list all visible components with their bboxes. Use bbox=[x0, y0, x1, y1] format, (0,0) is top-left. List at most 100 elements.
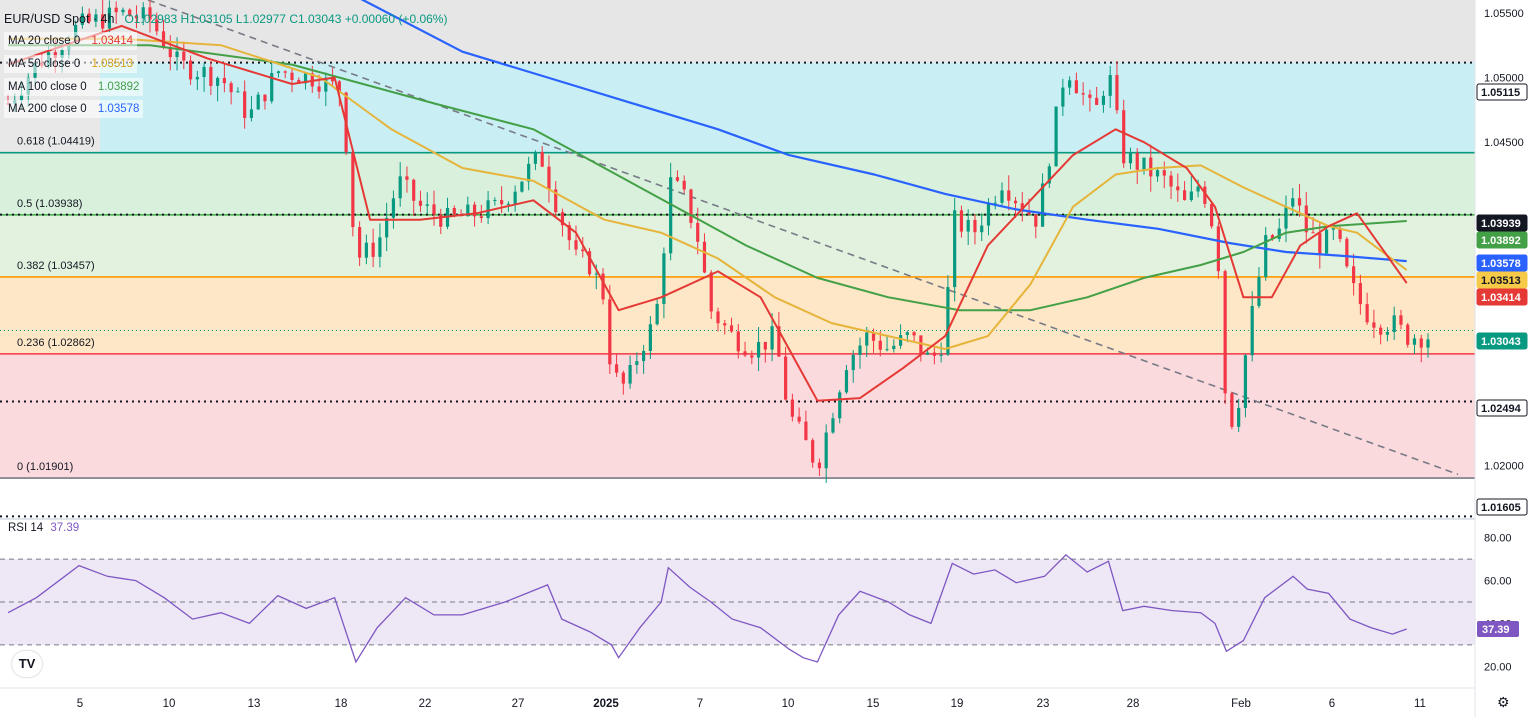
candle-body bbox=[1385, 331, 1390, 335]
rsi-legend[interactable]: RSI 14 37.39 bbox=[8, 522, 79, 534]
symbol-title[interactable]: EUR/USD Spot · 4h bbox=[4, 12, 115, 26]
y-tick-label: 1.05000 bbox=[1484, 73, 1524, 85]
candle-body bbox=[1122, 110, 1126, 164]
gear-icon[interactable]: ⚙ bbox=[1497, 694, 1510, 710]
low-value: L1.02977 bbox=[235, 12, 286, 26]
x-tick-label: 10 bbox=[163, 698, 176, 710]
candle-body bbox=[439, 214, 443, 227]
candle-body bbox=[195, 76, 199, 80]
ma200-legend[interactable]: MA 200 close 0 1.03578 bbox=[4, 100, 144, 118]
candle-body bbox=[1338, 228, 1342, 239]
candle-body bbox=[229, 83, 233, 93]
candle-body bbox=[1088, 94, 1092, 98]
candle-body bbox=[283, 71, 287, 73]
candle-body bbox=[1047, 166, 1051, 184]
candle-body bbox=[425, 204, 429, 206]
ohlc-values: O1.02983 H1.03105 L1.02977 C1.03043 +0.0… bbox=[124, 12, 447, 26]
candle-body bbox=[1020, 203, 1024, 212]
price-tag-label: 1.02494 bbox=[1481, 403, 1522, 415]
ma100-legend[interactable]: MA 100 close 0 1.03892 bbox=[4, 78, 144, 96]
candle-body bbox=[472, 204, 477, 217]
candle-body bbox=[628, 365, 632, 384]
candle-body bbox=[500, 200, 504, 205]
candle-body bbox=[148, 7, 152, 20]
x-tick-label: 10 bbox=[782, 698, 795, 710]
candle-body bbox=[932, 352, 936, 356]
ma20-legend[interactable]: MA 20 close 0 1.03414 bbox=[4, 32, 138, 50]
candle-body bbox=[418, 200, 423, 206]
candle-body bbox=[1135, 152, 1139, 170]
candle-body bbox=[621, 372, 625, 384]
fib-zone-1 bbox=[0, 214, 1475, 277]
candle-body bbox=[256, 94, 260, 110]
candle-body bbox=[567, 225, 571, 241]
candle-body bbox=[892, 345, 896, 350]
candle-body bbox=[493, 200, 497, 202]
candle-body bbox=[986, 203, 991, 226]
ma50-label: MA 50 close 0 bbox=[8, 58, 81, 70]
x-tick-label: 19 bbox=[951, 698, 964, 710]
candle-body bbox=[662, 253, 666, 304]
candle-body bbox=[1318, 233, 1322, 254]
ma50-legend[interactable]: MA 50 close 0 1.03513 bbox=[4, 55, 138, 73]
candle-body bbox=[249, 109, 254, 118]
price-tag-bg bbox=[1476, 399, 1528, 417]
candle-body bbox=[412, 179, 416, 201]
candle-body bbox=[1027, 211, 1031, 215]
candle-body bbox=[926, 352, 930, 355]
price-tag-bg bbox=[1476, 254, 1528, 272]
candle-body bbox=[405, 176, 409, 180]
candle-body bbox=[980, 225, 984, 233]
x-tick-label: 6 bbox=[1329, 698, 1335, 710]
candle-body bbox=[560, 212, 565, 226]
candle-body bbox=[1040, 183, 1045, 227]
candle-body bbox=[729, 325, 734, 332]
candle-body bbox=[777, 326, 781, 357]
candle-body bbox=[324, 77, 328, 92]
rsi-tag-bg bbox=[1477, 621, 1519, 638]
candles bbox=[6, 0, 1430, 483]
tradingview-logo-icon[interactable]: TV bbox=[12, 651, 42, 677]
ma200-label: MA 200 close 0 bbox=[8, 103, 87, 115]
price-tag-bg bbox=[1476, 231, 1528, 249]
price-tag-label: 1.03414 bbox=[1481, 292, 1522, 304]
price-tag-bg bbox=[1476, 271, 1528, 289]
candle-body bbox=[1324, 229, 1329, 254]
candle-body bbox=[351, 152, 355, 228]
candle-body bbox=[817, 462, 822, 469]
candle-body bbox=[702, 241, 707, 273]
candle-body bbox=[1095, 97, 1099, 105]
x-tick-label: 2025 bbox=[593, 698, 619, 710]
fib-zone-left bbox=[0, 0, 100, 153]
candle-body bbox=[716, 311, 720, 324]
chart-top-area bbox=[100, 0, 1475, 63]
candle-body bbox=[743, 351, 747, 356]
candle-body bbox=[953, 210, 957, 288]
x-tick-label: 27 bbox=[512, 698, 525, 710]
candle-body bbox=[1216, 226, 1220, 272]
candle-body bbox=[1412, 338, 1417, 345]
candle-body bbox=[202, 66, 206, 77]
candle-body bbox=[1237, 407, 1241, 427]
candle-body bbox=[182, 51, 186, 61]
candle-body bbox=[959, 210, 964, 232]
candle-body bbox=[993, 202, 997, 204]
candle-body bbox=[141, 7, 145, 19]
rsi-tick-label: 80.00 bbox=[1484, 533, 1512, 545]
candle-body bbox=[811, 440, 815, 463]
price-tag-label: 1.03892 bbox=[1481, 235, 1521, 247]
x-tick-label: 5 bbox=[77, 698, 83, 710]
candle-body bbox=[1054, 106, 1058, 167]
candle-body bbox=[1352, 266, 1356, 284]
chart-legend: EUR/USD Spot · 4h O1.02983 H1.03105 L1.0… bbox=[4, 8, 447, 30]
candle-body bbox=[878, 340, 882, 350]
candle-body bbox=[750, 355, 754, 358]
candle-body bbox=[1372, 322, 1376, 328]
ma200-line bbox=[360, 0, 1407, 263]
candle-body bbox=[1358, 283, 1362, 305]
candle-body bbox=[756, 341, 761, 358]
candle-body bbox=[506, 203, 510, 205]
candle-body bbox=[1196, 186, 1200, 192]
candle-body bbox=[209, 66, 213, 86]
